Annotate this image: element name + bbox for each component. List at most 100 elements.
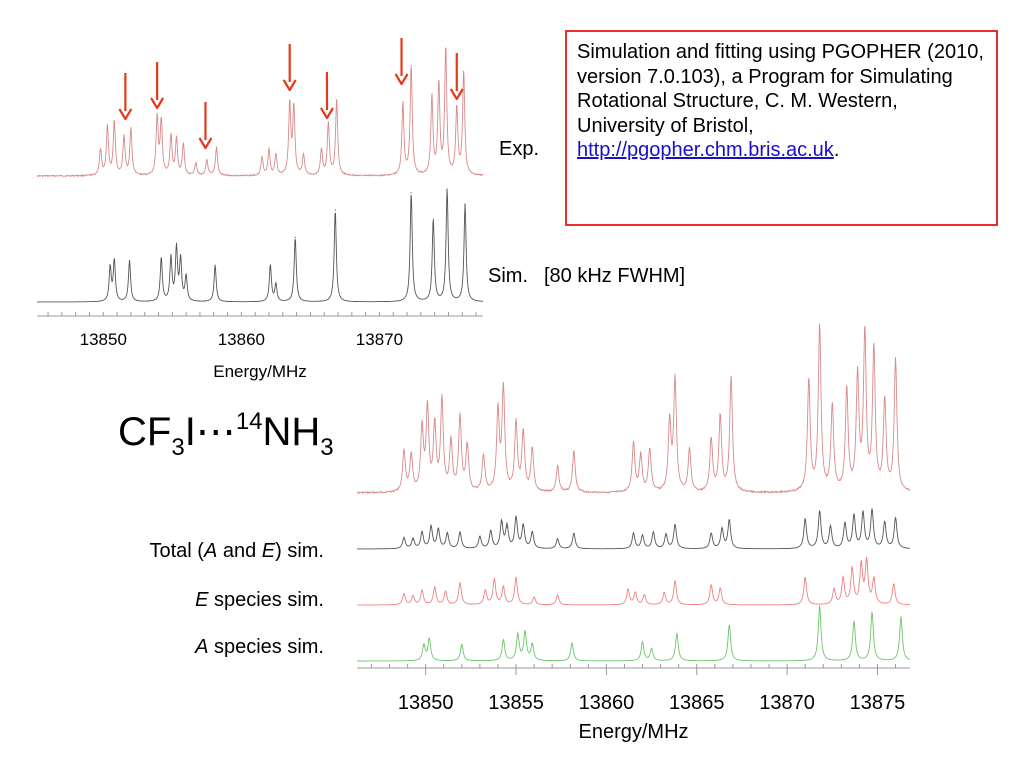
- reference-box: Simulation and fitting using PGOPHER (20…: [565, 30, 998, 226]
- peak-marker: [844, 523, 846, 525]
- formula-i-dots: I⋯: [184, 410, 236, 454]
- peak-marker: [831, 406, 833, 408]
- peak-marker: [320, 149, 322, 151]
- peak-marker: [676, 632, 678, 635]
- peak-marker: [421, 429, 423, 431]
- peak-marker: [446, 533, 448, 535]
- peak-marker: [557, 594, 559, 596]
- peak-marker: [180, 260, 182, 262]
- peak-marker: [123, 136, 125, 138]
- peak-marker: [515, 517, 517, 519]
- tick-label: 13870: [356, 330, 403, 349]
- peak-marker: [170, 136, 172, 138]
- formula-cf: CF: [118, 410, 172, 454]
- reference-suffix: .: [833, 139, 840, 161]
- peak-marker: [833, 589, 835, 591]
- peak-marker: [99, 149, 102, 151]
- x-axis: 13850 13855 13860 13865 13870 13875 Energy/MHz: [357, 664, 910, 743]
- peak-marker: [893, 583, 895, 585]
- peak-marker: [502, 586, 504, 589]
- spectrum-trace: [37, 47, 484, 178]
- peak-marker: [804, 518, 806, 520]
- peak-marker: [571, 642, 573, 645]
- tick-label: 13850: [80, 330, 127, 349]
- peak-marker: [175, 248, 178, 250]
- peak-marker: [710, 533, 712, 535]
- assignment-arrows: [118, 38, 464, 150]
- peak-marker: [410, 192, 412, 194]
- peak-marker: [871, 612, 873, 614]
- peak-marker: [688, 449, 691, 451]
- peak-marker: [412, 538, 414, 540]
- peak-marker: [669, 423, 671, 425]
- peak-marker: [113, 120, 115, 122]
- peak-marker: [506, 526, 508, 528]
- tick-label: 13850: [398, 692, 454, 714]
- peak-marker: [128, 260, 131, 262]
- peak-marker: [522, 525, 524, 527]
- peak-marker: [170, 257, 172, 259]
- peak-marker: [808, 380, 810, 382]
- peak-marker: [641, 535, 644, 537]
- series-exp: [357, 323, 911, 495]
- compound-formula: CF3I⋯14NH3: [118, 408, 334, 462]
- peak-marker: [557, 538, 559, 540]
- peak-marker: [482, 456, 485, 458]
- peak-marker: [275, 154, 277, 156]
- peak-marker: [522, 433, 524, 435]
- x-axis: 13850 13860 13870 Energy/MHz: [37, 312, 483, 381]
- peak-marker: [632, 533, 635, 535]
- peak-marker: [450, 442, 452, 445]
- peak-marker: [185, 276, 187, 278]
- series-e-species-sim: [357, 556, 910, 606]
- series-sim: [37, 188, 483, 303]
- peak-marker: [497, 413, 499, 415]
- peak-marker: [459, 582, 461, 584]
- peak-marker: [302, 154, 305, 156]
- peak-marker: [842, 578, 844, 580]
- e-species-label: E species sim.: [195, 589, 324, 611]
- peak-marker: [206, 159, 208, 161]
- top-spectrum-chart: 13850 13860 13870 Energy/MHz: [37, 38, 484, 381]
- peak-marker: [557, 466, 559, 468]
- peak-marker: [884, 401, 886, 403]
- peak-marker: [515, 576, 517, 579]
- arrow-head: [449, 88, 464, 101]
- spectrum-trace: [357, 606, 911, 662]
- peak-marker: [109, 266, 111, 269]
- exp-label: Exp.: [499, 138, 540, 160]
- arrow-head: [118, 108, 133, 121]
- fwhm-label: [80 kHz FWHM]: [544, 265, 686, 287]
- peak-marker: [632, 442, 635, 445]
- peak-marker: [665, 534, 667, 536]
- spectrum-trace: [357, 323, 911, 495]
- peak-marker: [710, 584, 712, 586]
- peak-marker: [327, 123, 329, 125]
- peak-marker: [493, 579, 495, 581]
- peak-marker: [641, 641, 644, 643]
- peak-marker: [884, 522, 886, 524]
- spectrum-trace: [357, 556, 910, 606]
- peak-marker: [710, 439, 712, 441]
- peak-marker: [434, 426, 436, 428]
- pgopher-link[interactable]: http://pgopher.chm.bris.ac.uk: [577, 139, 834, 161]
- tick-label: 13860: [218, 330, 265, 349]
- peak-marker: [533, 596, 535, 598]
- peak-marker: [456, 107, 458, 109]
- tick-label: 13860: [579, 692, 635, 714]
- peak-marker: [294, 237, 296, 239]
- arrow-head: [394, 73, 409, 86]
- peak-marker: [663, 592, 665, 594]
- peak-marker: [721, 528, 723, 530]
- peak-marker: [275, 284, 277, 286]
- peak-marker: [819, 327, 821, 329]
- peak-marker: [634, 592, 636, 594]
- peak-marker: [851, 568, 853, 570]
- peak-marker: [573, 533, 575, 535]
- peak-marker: [627, 589, 629, 591]
- peak-marker: [421, 531, 423, 534]
- peak-marker: [502, 390, 504, 392]
- peak-marker: [900, 616, 902, 618]
- peak-marker: [873, 350, 875, 352]
